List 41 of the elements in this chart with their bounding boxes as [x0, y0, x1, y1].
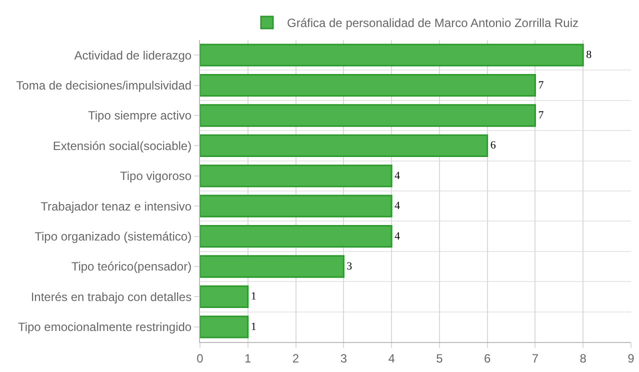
- x-tick-label: 0: [196, 351, 204, 366]
- data-label: 1: [250, 290, 256, 303]
- x-tick-label: 2: [292, 351, 300, 366]
- x-tick-label: 5: [436, 351, 444, 366]
- y-tick-label: Toma de decisiones/impulsividad: [16, 78, 192, 92]
- x-tick-label: 9: [628, 351, 635, 366]
- bar: [200, 104, 536, 127]
- x-tick-label: 3: [340, 351, 348, 366]
- bar: [200, 255, 344, 278]
- data-label: 4: [394, 230, 401, 242]
- data-label: 3: [346, 260, 353, 272]
- y-tick-label: Tipo vigoroso: [120, 169, 192, 184]
- data-label: 7: [538, 110, 544, 122]
- y-tick-label: Interés en trabajo con detalles: [30, 290, 192, 304]
- y-tick-label: Tipo emocionalmente restringido: [18, 320, 192, 334]
- y-tick-label: Tipo teórico(pensador): [71, 260, 192, 274]
- x-tick-label: 8: [580, 351, 587, 366]
- x-tick-label: 4: [388, 351, 396, 366]
- bar: [200, 74, 536, 97]
- data-label: 8: [586, 49, 592, 62]
- bar: [200, 224, 392, 248]
- data-label: 4: [394, 200, 401, 212]
- bar: [200, 134, 488, 158]
- y-tick-label: Trabajador tenaz e intensivo: [40, 199, 192, 214]
- legend-label: Gráfica de personalidad de Marco Antonio Zorrilla Ruiz: [287, 16, 578, 30]
- y-tick-label: Tipo organizado (sistemático): [34, 230, 192, 244]
- data-label: 7: [538, 79, 544, 92]
- bar: [200, 44, 584, 66]
- y-tick-label: Extensión social(sociable): [52, 138, 192, 153]
- x-tick-label: 1: [244, 351, 252, 366]
- bar: [200, 316, 249, 338]
- bar: [200, 194, 392, 218]
- bar: [200, 164, 392, 188]
- x-tick-label: 7: [532, 351, 539, 366]
- data-label: 6: [490, 140, 496, 152]
- data-label: 1: [250, 320, 256, 333]
- bar: [200, 285, 249, 308]
- data-label: 4: [394, 170, 401, 182]
- y-tick-label: Tipo siempre activo: [88, 108, 192, 123]
- y-tick-label: Actividad de liderazgo: [74, 48, 192, 62]
- x-tick-label: 6: [484, 351, 491, 366]
